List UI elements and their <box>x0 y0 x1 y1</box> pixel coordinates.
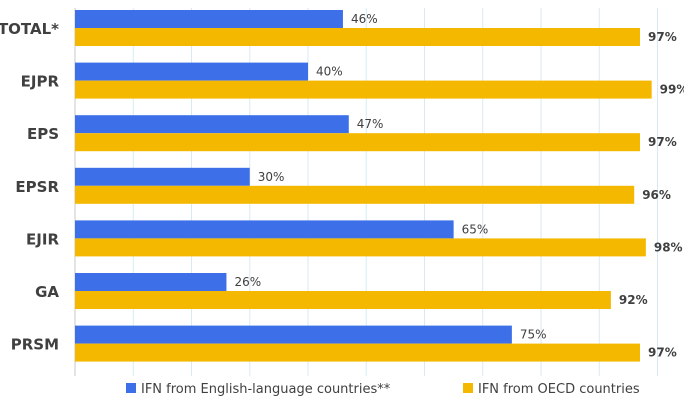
bar-english-language <box>75 167 250 186</box>
bar-oecd <box>75 28 641 46</box>
category-label: PRSM <box>11 336 59 354</box>
legend-label: IFN from OECD countries <box>478 382 640 397</box>
category-label: EPS <box>27 125 59 143</box>
bar-oecd <box>75 80 652 99</box>
data-label: 97% <box>648 346 677 360</box>
labels: TOTAL* 46% 97% EJPR 40% 99% EPS 47% 97% EPSR 30% 96… <box>0 12 684 360</box>
data-label: 65% <box>462 222 489 236</box>
bars <box>75 10 652 362</box>
data-label: 98% <box>654 240 683 254</box>
bar-oecd <box>75 133 641 152</box>
data-label: 47% <box>357 117 384 131</box>
data-label: 30% <box>258 170 285 184</box>
data-label: 75% <box>520 328 547 342</box>
bar-english-language <box>75 115 349 134</box>
data-label: 99% <box>660 83 684 97</box>
data-label: 97% <box>648 30 677 44</box>
legend: IFN from English-language countries** IFN… <box>126 382 640 397</box>
bar-english-language <box>75 325 512 344</box>
legend-label: IFN from English-language countries** <box>141 382 391 397</box>
category-label: EJPR <box>21 73 60 91</box>
bar-oecd <box>75 185 635 204</box>
bar-english-language <box>75 273 227 291</box>
bar-oecd <box>75 238 646 257</box>
bar-oecd <box>75 291 611 309</box>
data-label: 26% <box>234 275 261 289</box>
category-label: EPSR <box>15 178 59 196</box>
category-label: EJIR <box>26 230 59 248</box>
data-label: 96% <box>642 188 671 202</box>
bar-english-language <box>75 62 308 81</box>
bar-english-language <box>75 220 454 239</box>
bar-oecd <box>75 343 641 362</box>
bar-english-language <box>75 10 343 28</box>
data-label: 46% <box>351 12 378 26</box>
category-label: TOTAL* <box>0 20 59 38</box>
data-label: 92% <box>619 293 648 307</box>
legend-swatch <box>463 383 473 393</box>
data-label: 97% <box>648 135 677 149</box>
data-label: 40% <box>316 65 343 79</box>
legend-swatch <box>126 383 136 393</box>
category-label: GA <box>35 283 59 301</box>
